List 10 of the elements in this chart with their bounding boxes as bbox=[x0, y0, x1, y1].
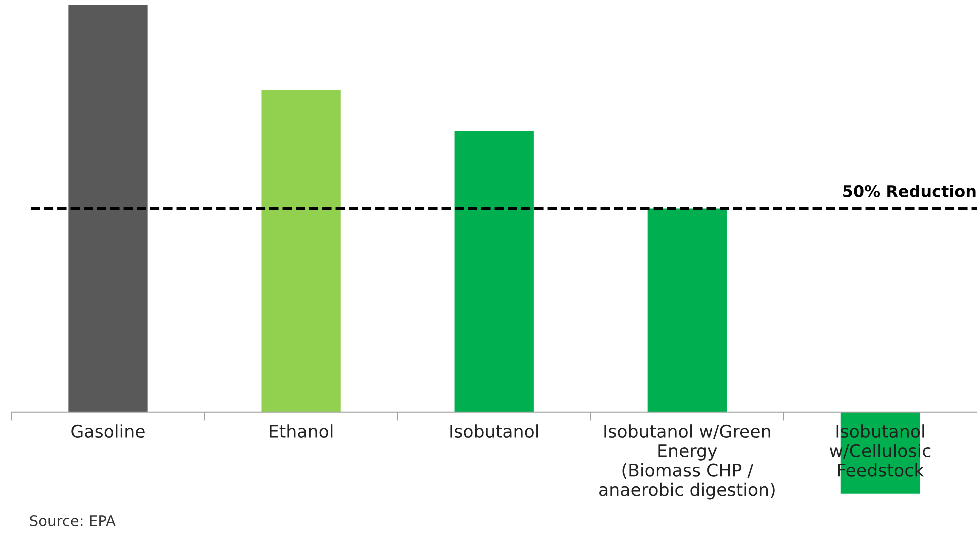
bar bbox=[454, 131, 534, 412]
x-tick-label: Gasoline bbox=[72, 424, 145, 438]
x-tick-label: Isobutanol bbox=[450, 424, 538, 438]
bar bbox=[68, 5, 148, 412]
source-note: Source: EPA bbox=[30, 515, 116, 526]
bar bbox=[648, 208, 727, 412]
x-tick-label: Isobutanol w/Green Energy (Biomass CHP / anaerobic digestion) bbox=[600, 424, 775, 500]
bar bbox=[262, 90, 341, 412]
ref-line-label: 50% Reduction bbox=[844, 185, 976, 198]
x-tick-label: Ethanol bbox=[270, 424, 333, 438]
